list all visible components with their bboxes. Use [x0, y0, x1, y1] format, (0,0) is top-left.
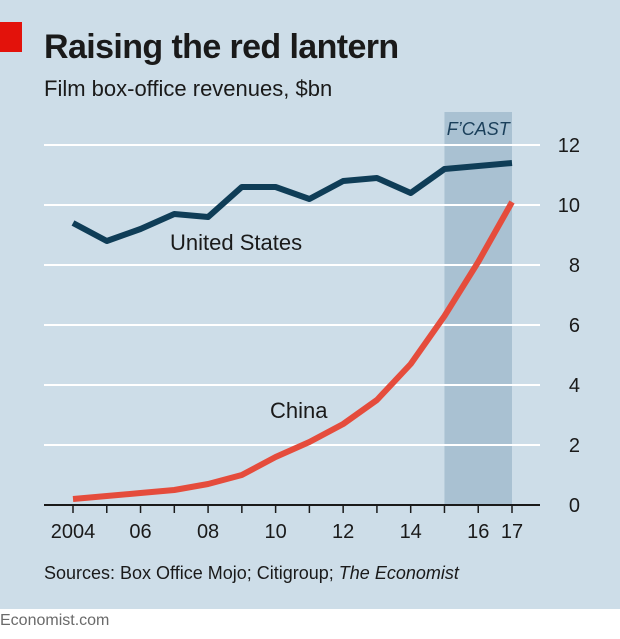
x-tick-label-2017: 17 — [501, 521, 523, 543]
series-line-0 — [71, 160, 513, 244]
source-note: Sources: Box Office Mojo; Citigroup; The… — [44, 563, 459, 584]
x-tick-label-2004: 2004 — [51, 521, 96, 543]
x-tick-label-2014: 14 — [400, 521, 422, 543]
x-tick-label-2010: 10 — [264, 521, 286, 543]
y-tick-label-2: 2 — [569, 435, 580, 457]
y-tick-label-0: 0 — [569, 495, 580, 517]
gridlines — [44, 144, 540, 506]
forecast-band-layer: F’CAST — [444, 112, 512, 505]
x-tick-label-2016: 16 — [467, 521, 489, 543]
y-axis-ticks: 0 2 4 6 8 10 12 — [558, 135, 580, 517]
series-labels: United States China — [170, 230, 328, 423]
x-tick-label-2012: 12 — [332, 521, 354, 543]
forecast-label: F’CAST — [447, 119, 512, 139]
x-tick-label-2008: 08 — [197, 521, 219, 543]
y-tick-label-12: 12 — [558, 135, 580, 157]
source-text: Sources: Box Office Mojo; Citigroup; — [44, 563, 339, 583]
brand-red-tab — [0, 22, 22, 52]
y-tick-label-8: 8 — [569, 255, 580, 277]
forecast-band — [444, 112, 512, 505]
line-chart: F’CAST 2004 06 08 10 12 14 16 17 0 2 4 6 8 10 12 Unit… — [44, 112, 580, 543]
series-line-1 — [72, 200, 515, 502]
series-lines — [71, 160, 515, 502]
series-label-0: United States — [170, 230, 302, 255]
source-publication: The Economist — [338, 563, 459, 583]
chart-title: Raising the red lantern — [44, 28, 399, 66]
y-tick-label-6: 6 — [569, 315, 580, 337]
series-label-1: China — [270, 398, 328, 423]
footer-credit: Economist.com — [0, 612, 110, 629]
x-axis-ticks: 2004 06 08 10 12 14 16 17 — [51, 505, 523, 543]
y-tick-label-4: 4 — [569, 375, 580, 397]
chart-subtitle: Film box-office revenues, $bn — [44, 76, 333, 101]
chart-panel: Raising the red lantern Film box-office … — [0, 0, 620, 609]
x-tick-label-2006: 06 — [129, 521, 151, 543]
y-tick-label-10: 10 — [558, 195, 580, 217]
